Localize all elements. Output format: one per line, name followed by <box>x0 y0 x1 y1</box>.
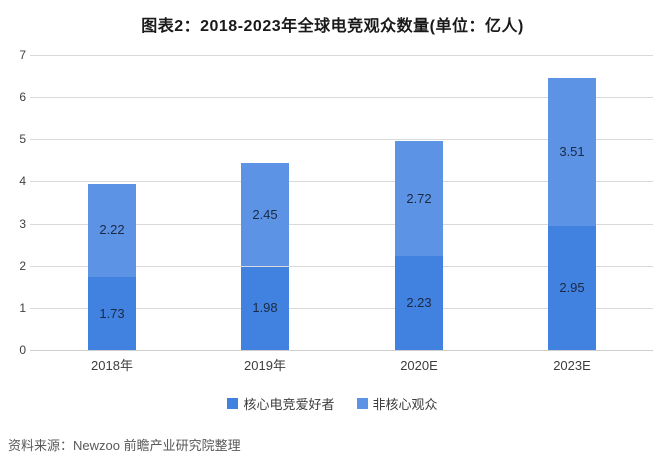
gridline <box>30 55 653 56</box>
legend-swatch-noncore-icon <box>356 398 368 409</box>
y-axis-tick-label: 3 <box>19 217 26 231</box>
y-axis-tick-label: 2 <box>19 259 26 273</box>
legend: 核心电竞爱好者 非核心观众 <box>0 394 665 413</box>
bar-value-label: 2.72 <box>406 191 432 206</box>
bar-value-label: 3.51 <box>559 144 585 159</box>
legend-label-core: 核心电竞爱好者 <box>243 397 335 412</box>
bar-segment-core <box>395 256 443 350</box>
bar-segment-core <box>241 266 289 350</box>
y-axis-tick-label: 7 <box>19 48 26 62</box>
gridline <box>30 97 653 98</box>
bar-value-label: 1.73 <box>99 306 125 321</box>
bar-segment-noncore <box>548 77 596 226</box>
y-axis-tick-label: 1 <box>19 301 26 315</box>
legend-label-noncore: 非核心观众 <box>372 397 438 412</box>
y-axis-tick-label: 4 <box>19 174 26 188</box>
bar-value-label: 1.98 <box>252 300 278 315</box>
legend-swatch-core-icon <box>227 398 239 409</box>
chart-title: 图表2：2018-2023年全球电竞观众数量(单位：亿人) <box>141 18 524 35</box>
source-note: 资料来源：Newzoo 前瞻产业研究院整理 <box>8 438 241 453</box>
x-axis-category-label: 2018年 <box>91 358 133 373</box>
legend-item-noncore: 非核心观众 <box>356 394 438 413</box>
y-axis-tick-label: 0 <box>19 343 26 357</box>
bar-value-label: 2.95 <box>559 280 585 295</box>
bar-value-label: 2.22 <box>99 222 125 237</box>
x-axis-category-label: 2023E <box>553 358 591 373</box>
gridline <box>30 308 653 309</box>
gridline <box>30 266 653 267</box>
y-axis-tick-label: 5 <box>19 132 26 146</box>
legend-item-core: 核心电竞爱好者 <box>227 394 335 413</box>
bar-segment-noncore <box>241 163 289 267</box>
bar-segment-core <box>88 277 136 350</box>
gridline <box>30 139 653 140</box>
gridline <box>30 224 653 225</box>
x-axis-category-label: 2019年 <box>244 358 286 373</box>
gridline <box>30 350 653 351</box>
bar-segment-noncore <box>395 141 443 256</box>
bar-value-label: 2.23 <box>406 295 432 310</box>
bar-segment-noncore <box>88 183 136 278</box>
bar-segment-core <box>548 225 596 350</box>
gridline <box>30 181 653 182</box>
y-axis-tick-label: 6 <box>19 90 26 104</box>
x-axis-category-label: 2020E <box>400 358 438 373</box>
bar-value-label: 2.45 <box>252 207 278 222</box>
